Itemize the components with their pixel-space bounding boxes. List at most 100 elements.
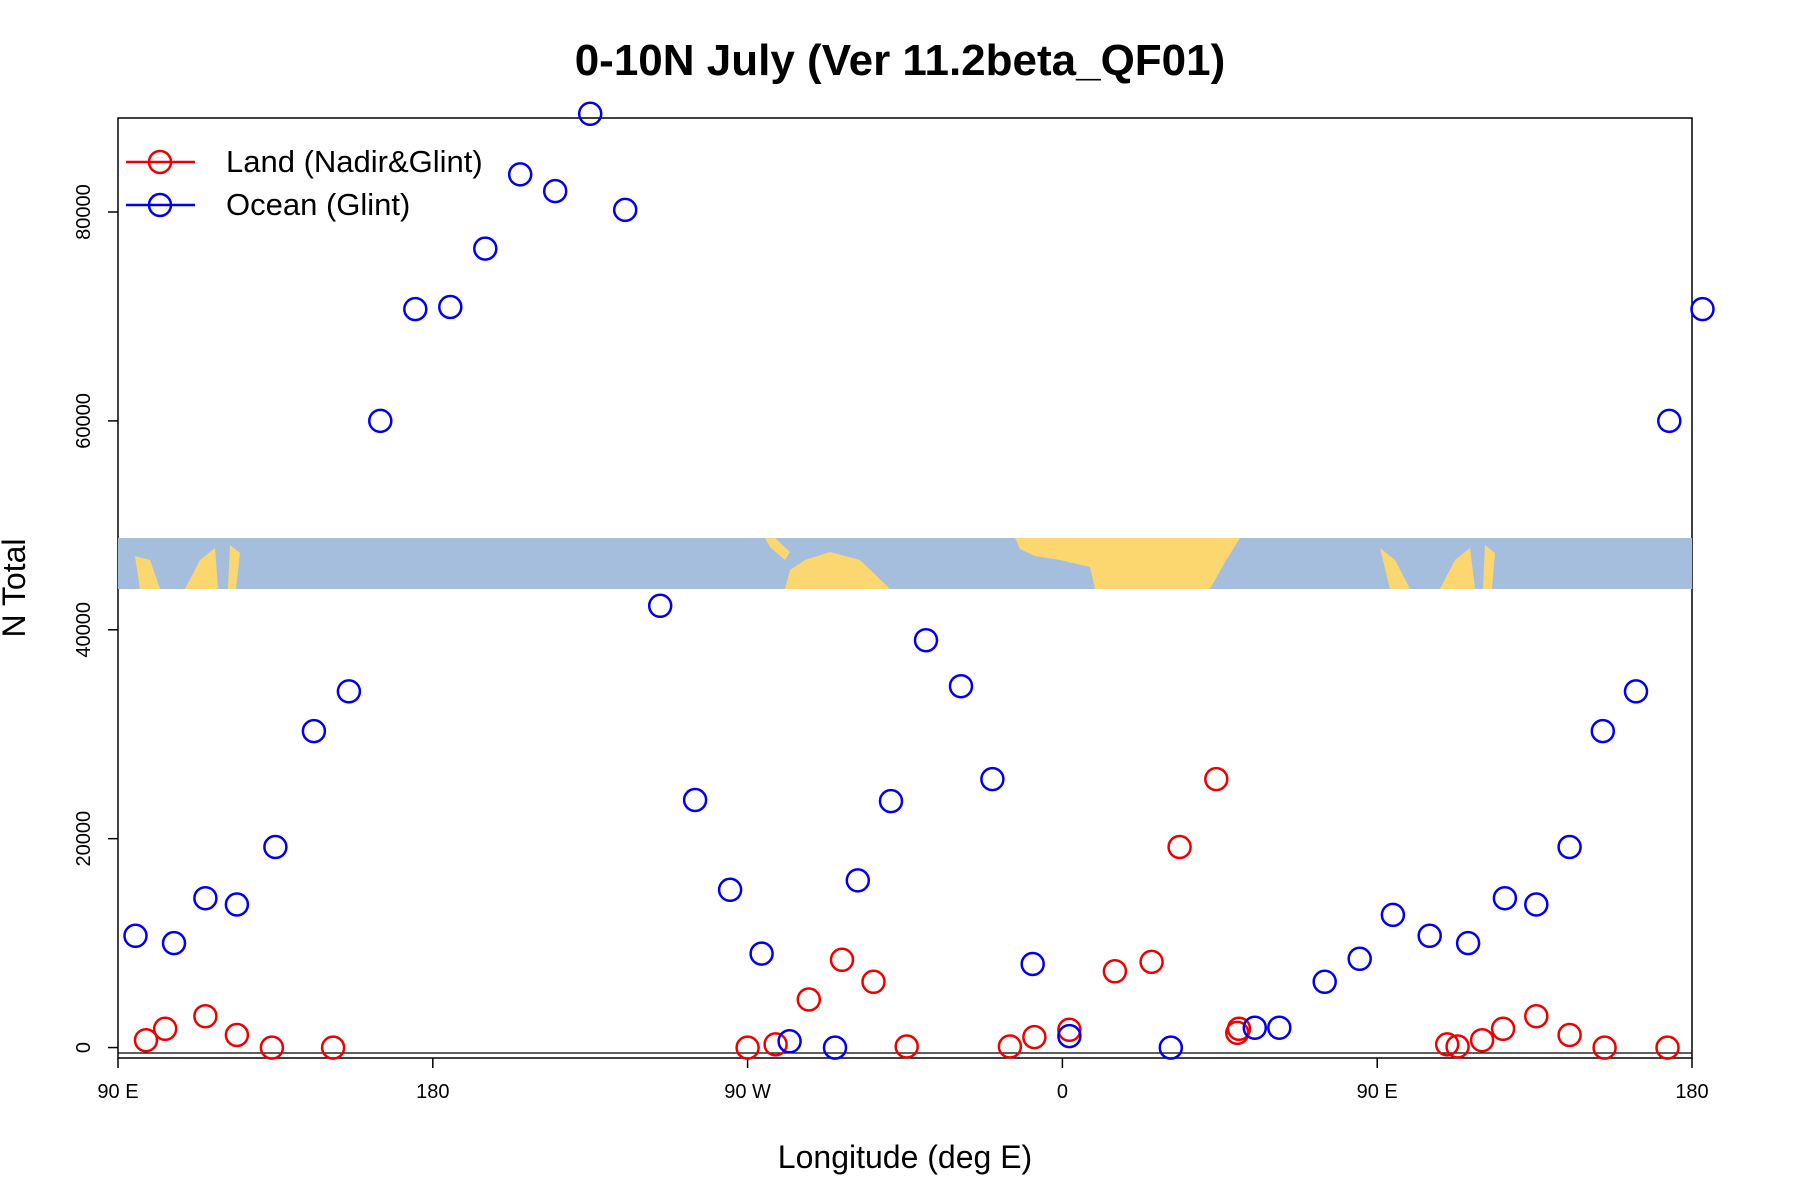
land-point <box>1592 1035 1617 1060</box>
land-point <box>1139 949 1164 975</box>
ocean-point <box>845 868 871 893</box>
ocean-point <box>1242 1015 1268 1040</box>
land-point <box>1490 1016 1516 1042</box>
ocean-point <box>1267 1015 1292 1040</box>
ocean-point <box>913 627 939 653</box>
land-point <box>1057 1017 1082 1043</box>
ocean-point <box>368 408 393 434</box>
series-layer <box>123 101 1715 1060</box>
ocean-point <box>1057 1023 1082 1049</box>
land-point <box>997 1034 1023 1059</box>
land-mass-maritime-se-asia <box>135 545 240 589</box>
ocean-point <box>948 673 974 699</box>
ocean-point <box>336 679 362 704</box>
y-axis-label: N Total <box>0 538 32 637</box>
ocean-point <box>1380 902 1406 928</box>
land-point <box>193 1003 218 1029</box>
x-tick-label: 180 <box>1675 1081 1708 1103</box>
land-point <box>152 1016 178 1042</box>
land-point <box>1204 766 1229 792</box>
x-tick-label: 90 E <box>1357 1081 1398 1103</box>
y-tick-label: 40000 <box>73 602 95 658</box>
ocean-point <box>749 941 774 966</box>
ocean-point <box>1158 1035 1184 1060</box>
y-tick-label: 20000 <box>73 811 95 867</box>
legend-marker-land <box>147 149 173 175</box>
land-point <box>1022 1024 1047 1050</box>
y-tick-label: 0 <box>73 1042 95 1053</box>
land-point <box>259 1035 285 1060</box>
x-tick-label: 180 <box>416 1081 449 1103</box>
legend-marker-ocean <box>147 192 173 218</box>
ocean-point <box>1590 718 1616 744</box>
ocean-point <box>878 788 904 814</box>
land-point <box>1434 1032 1460 1057</box>
land-point <box>1524 1003 1549 1029</box>
land-point <box>1469 1027 1495 1053</box>
series-land <box>133 766 1680 1060</box>
ocean-point <box>1020 951 1045 977</box>
ocean-point <box>1557 834 1582 860</box>
land-point <box>796 987 822 1012</box>
land-point <box>1557 1022 1582 1048</box>
ocean-point <box>822 1035 848 1060</box>
legend-label-ocean: Ocean (Glint) <box>226 187 410 222</box>
land-mass-south-america <box>785 552 890 589</box>
x-tick-label: 90 E <box>97 1081 138 1103</box>
ocean-point <box>473 236 498 261</box>
land-point <box>320 1035 346 1060</box>
ocean-point <box>542 178 568 204</box>
legend-entry-land: Land (Nadir&Glint) <box>126 144 483 179</box>
ocean-point <box>577 101 603 127</box>
ocean-point <box>1417 923 1442 949</box>
land-point <box>861 969 886 995</box>
ocean-point <box>1347 946 1372 972</box>
land-point <box>1226 1016 1252 1042</box>
land-point <box>1167 834 1192 860</box>
x-tick-label: 0 <box>1057 1081 1068 1103</box>
ocean-point <box>301 718 327 744</box>
ocean-point <box>507 162 533 187</box>
land-point <box>133 1027 159 1053</box>
ocean-point <box>161 930 187 956</box>
ocean-point <box>647 593 673 619</box>
ocean-point <box>1492 885 1518 911</box>
ocean-point <box>123 923 148 949</box>
land-point <box>1655 1035 1680 1060</box>
land-mass-africa <box>1015 538 1240 589</box>
legend-entry-ocean: Ocean (Glint) <box>126 187 410 222</box>
x-tick-label: 90 W <box>724 1081 771 1103</box>
ocean-point <box>403 296 428 322</box>
ocean-point <box>717 877 743 903</box>
world-map-strip <box>118 538 1692 589</box>
land-point <box>735 1035 760 1060</box>
land-point <box>763 1032 788 1057</box>
legend-label-land: Land (Nadir&Glint) <box>226 144 483 179</box>
legend: Land (Nadir&Glint) Ocean (Glint) <box>126 144 483 222</box>
ocean-point <box>682 787 708 813</box>
ocean-point <box>1455 930 1481 956</box>
x-axis: 90 E 180 90 W 0 90 E 180 <box>97 1058 1709 1103</box>
chart-title: 0-10N July (Ver 11.2beta_QF01) <box>575 36 1226 85</box>
land-point <box>829 947 855 973</box>
ocean-point <box>1623 679 1649 704</box>
ocean-point <box>612 197 638 223</box>
land-mass-maritime-se-asia-repeat <box>1380 545 1495 589</box>
y-axis: 0 20000 40000 60000 80000 <box>73 184 118 1053</box>
land-point <box>1445 1034 1470 1059</box>
series-ocean <box>123 101 1715 1060</box>
y-tick-label: 60000 <box>73 393 95 449</box>
ocean-point <box>224 892 250 917</box>
y-tick-label: 80000 <box>73 184 95 240</box>
ocean-point <box>193 885 218 911</box>
ocean-point <box>1312 969 1337 995</box>
ocean-point <box>777 1029 802 1054</box>
ocean-point <box>1524 892 1549 917</box>
x-axis-label: Longitude (deg E) <box>778 1139 1032 1175</box>
ocean-point <box>1657 408 1682 434</box>
ocean-point <box>980 766 1005 792</box>
land-point <box>894 1034 919 1059</box>
ocean-point <box>1690 296 1715 322</box>
ocean-point <box>263 834 288 860</box>
